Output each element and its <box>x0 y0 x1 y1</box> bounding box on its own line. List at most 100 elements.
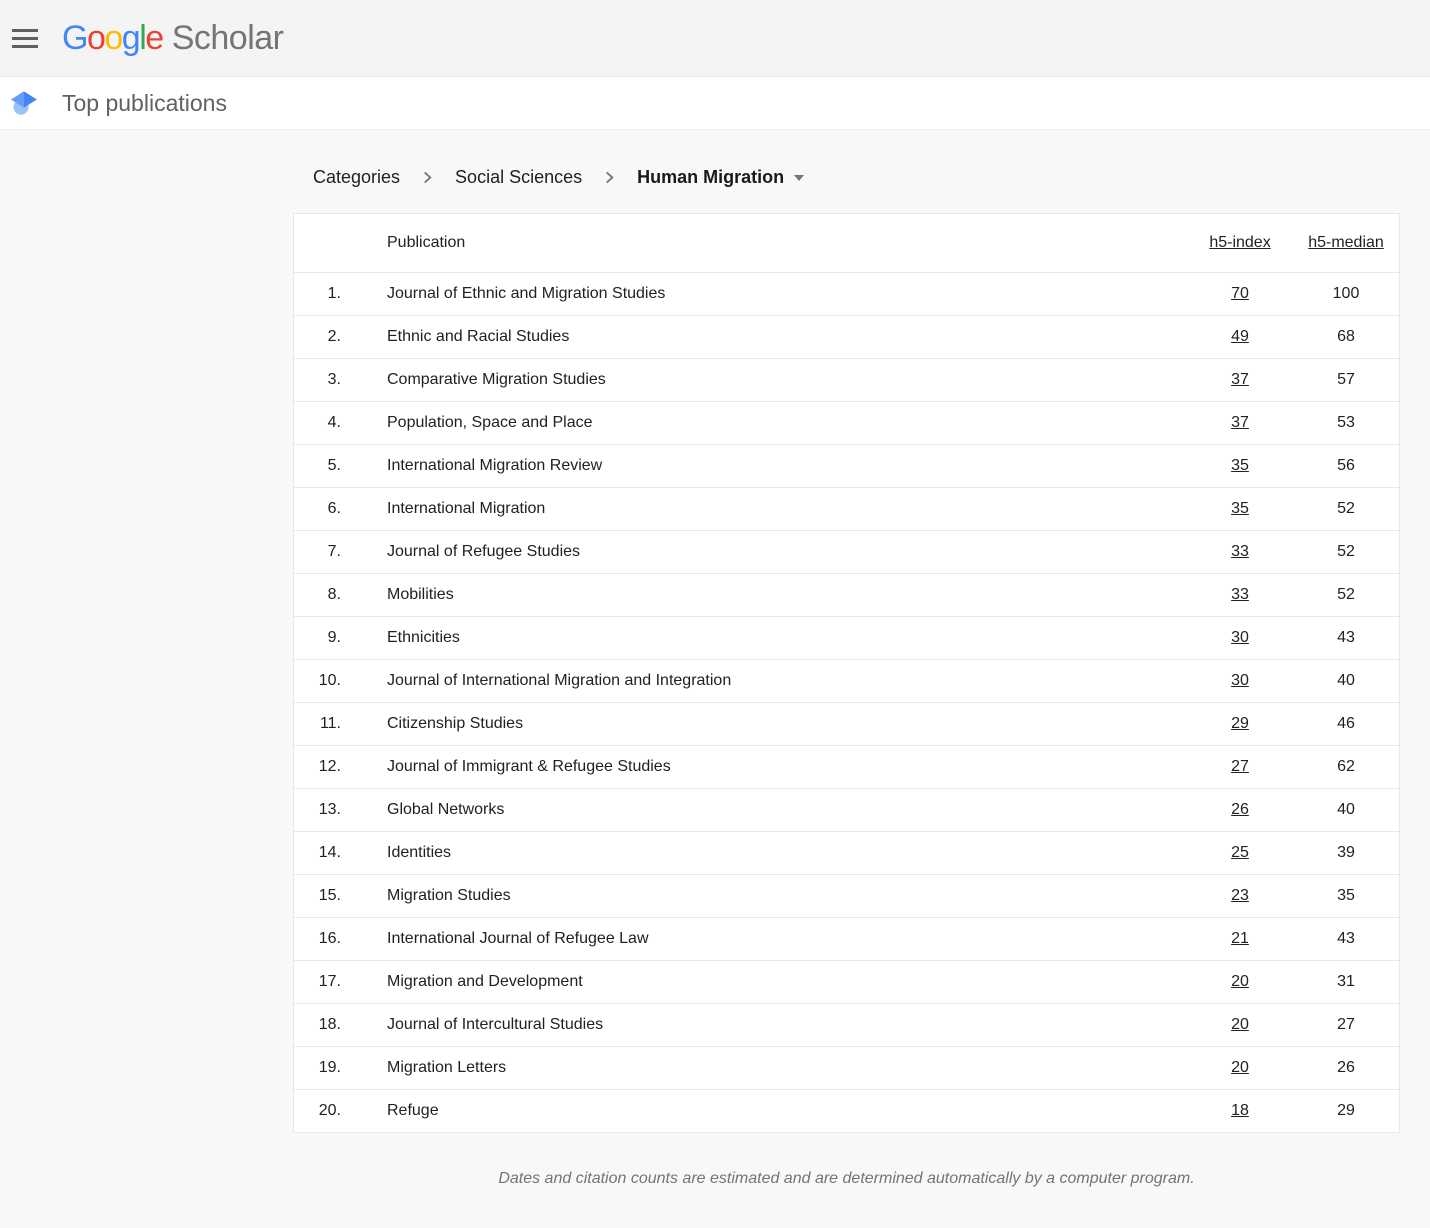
page-title: Top publications <box>62 89 227 116</box>
column-header-h5-median[interactable]: h5-median <box>1308 233 1384 251</box>
row-h5-index-link[interactable]: 30 <box>1231 628 1249 646</box>
table-row: 16. International Journal of Refugee Law… <box>294 917 1399 961</box>
row-h5-index-link[interactable]: 33 <box>1231 585 1249 603</box>
logo-scholar: Scholar <box>171 18 284 57</box>
table-row: 3. Comparative Migration Studies 37 57 <box>294 358 1399 402</box>
publications-table: Publication h5-index h5-median 1. Journa… <box>294 214 1399 1132</box>
table-row: 20. Refuge 18 29 <box>294 1089 1399 1132</box>
table-row: 1. Journal of Ethnic and Migration Studi… <box>294 272 1399 316</box>
row-rank: 18. <box>294 1003 387 1047</box>
row-publication: Migration Studies <box>387 874 1187 918</box>
row-h5-index-link[interactable]: 20 <box>1231 1058 1249 1076</box>
table-row: 11. Citizenship Studies 29 46 <box>294 702 1399 746</box>
row-h5-index-link[interactable]: 35 <box>1231 456 1249 474</box>
row-h5-median: 40 <box>1293 659 1399 703</box>
row-h5-index-link[interactable]: 29 <box>1231 714 1249 732</box>
row-rank: 17. <box>294 960 387 1004</box>
breadcrumb-current-dropdown[interactable]: Human Migration <box>637 167 805 188</box>
row-publication: Refuge <box>387 1101 439 1119</box>
row-rank: 7. <box>294 530 387 574</box>
row-h5-median: 53 <box>1293 401 1399 445</box>
row-h5-median: 39 <box>1293 831 1399 875</box>
table-row: 15. Migration Studies 23 35 <box>294 874 1399 918</box>
row-h5-index-link[interactable]: 30 <box>1231 671 1249 689</box>
row-h5-index-link[interactable]: 35 <box>1231 499 1249 517</box>
row-h5-median: 43 <box>1293 917 1399 961</box>
chevron-right-icon <box>421 171 434 184</box>
row-publication: International Migration Review <box>387 444 1187 488</box>
row-publication: Journal of Ethnic and Migration Studies <box>387 272 1187 316</box>
table-row: 13. Global Networks 26 40 <box>294 788 1399 832</box>
row-h5-median: 56 <box>1293 444 1399 488</box>
row-h5-median: 68 <box>1293 315 1399 359</box>
rank-column-header <box>294 214 387 273</box>
row-h5-index-link[interactable]: 20 <box>1231 972 1249 990</box>
row-h5-median: 43 <box>1293 616 1399 660</box>
row-h5-index-link[interactable]: 37 <box>1231 370 1249 388</box>
row-rank: 15. <box>294 874 387 918</box>
publications-tbody: 1. Journal of Ethnic and Migration Studi… <box>294 272 1399 1132</box>
publications-table-card: Publication h5-index h5-median 1. Journa… <box>293 213 1400 1133</box>
row-h5-median: 62 <box>1293 745 1399 789</box>
app-header: Google Scholar <box>0 0 1430 77</box>
table-row: 8. Mobilities 33 52 <box>294 573 1399 617</box>
table-row: 5. International Migration Review 35 56 <box>294 444 1399 488</box>
row-rank: 9. <box>294 616 387 660</box>
row-h5-index-link[interactable]: 27 <box>1231 757 1249 775</box>
google-scholar-logo[interactable]: Google Scholar <box>62 18 284 58</box>
row-rank: 2. <box>294 315 387 359</box>
row-rank: 3. <box>294 358 387 402</box>
footer-note: Dates and citation counts are estimated … <box>498 1170 1195 1187</box>
caret-down-icon <box>794 174 805 181</box>
row-rank: 14. <box>294 831 387 875</box>
breadcrumb-social-sciences[interactable]: Social Sciences <box>455 167 583 187</box>
row-h5-index-link[interactable]: 21 <box>1231 929 1249 947</box>
row-publication: Identities <box>387 831 1187 875</box>
row-h5-median: 27 <box>1293 1003 1399 1047</box>
row-publication: Ethnicities <box>387 616 1187 660</box>
breadcrumb-categories[interactable]: Categories <box>313 167 401 187</box>
row-h5-index-link[interactable]: 70 <box>1231 284 1249 302</box>
table-row: 14. Identities 25 39 <box>294 831 1399 875</box>
row-h5-median: 26 <box>1293 1046 1399 1090</box>
row-publication: Global Networks <box>387 788 1187 832</box>
table-row: 12. Journal of Immigrant & Refugee Studi… <box>294 745 1399 789</box>
row-h5-index-link[interactable]: 20 <box>1231 1015 1249 1033</box>
row-h5-median: 100 <box>1293 272 1399 316</box>
content: Categories Social Sciences Human Migrati… <box>0 167 1430 1228</box>
row-rank: 5. <box>294 444 387 488</box>
table-row: 10. Journal of International Migration a… <box>294 659 1399 703</box>
row-rank: 8. <box>294 573 387 617</box>
table-row: 17. Migration and Development 20 31 <box>294 960 1399 1004</box>
row-h5-index-link[interactable]: 23 <box>1231 886 1249 904</box>
row-rank: 4. <box>294 401 387 445</box>
row-publication: Migration Letters <box>387 1046 1187 1090</box>
row-h5-median: 52 <box>1293 573 1399 617</box>
table-row: 18. Journal of Intercultural Studies 20 … <box>294 1003 1399 1047</box>
menu-button[interactable] <box>12 28 38 48</box>
table-row: 4. Population, Space and Place 37 53 <box>294 401 1399 445</box>
row-publication: Comparative Migration Studies <box>387 358 1187 402</box>
table-row: 6. International Migration 35 52 <box>294 487 1399 531</box>
column-header-h5-index[interactable]: h5-index <box>1209 233 1271 251</box>
row-h5-index-link[interactable]: 37 <box>1231 413 1249 431</box>
row-rank: 1. <box>294 272 387 316</box>
row-h5-index-link[interactable]: 33 <box>1231 542 1249 560</box>
row-publication: Journal of International Migration and I… <box>387 659 1187 703</box>
row-h5-median: 31 <box>1293 960 1399 1004</box>
row-publication: Journal of Refugee Studies <box>387 530 1187 574</box>
row-h5-index-link[interactable]: 26 <box>1231 800 1249 818</box>
row-h5-median: 46 <box>1293 702 1399 746</box>
row-publication: Migration and Development <box>387 960 1187 1004</box>
row-publication: Journal of Immigrant & Refugee Studies <box>387 745 1187 789</box>
row-h5-index-link[interactable]: 49 <box>1231 327 1249 345</box>
row-h5-median: 35 <box>1293 874 1399 918</box>
row-rank: 6. <box>294 487 387 531</box>
row-h5-index-link[interactable]: 18 <box>1231 1101 1249 1119</box>
table-row: 7. Journal of Refugee Studies 33 52 <box>294 530 1399 574</box>
row-h5-median: 29 <box>1337 1101 1355 1119</box>
table-row: 2. Ethnic and Racial Studies 49 68 <box>294 315 1399 359</box>
row-rank: 16. <box>294 917 387 961</box>
row-rank: 12. <box>294 745 387 789</box>
row-h5-index-link[interactable]: 25 <box>1231 843 1249 861</box>
